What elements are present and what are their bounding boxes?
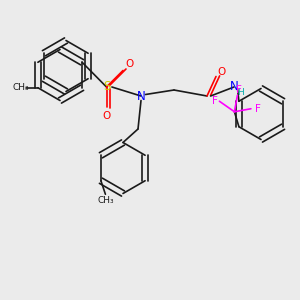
Text: H: H — [238, 88, 244, 97]
Text: N: N — [136, 89, 146, 103]
Text: N: N — [230, 80, 238, 94]
Text: CH₃: CH₃ — [97, 196, 114, 205]
Text: F: F — [255, 104, 260, 114]
Text: F: F — [236, 85, 242, 95]
Text: S: S — [103, 80, 110, 94]
Text: O: O — [102, 110, 111, 121]
Text: O: O — [125, 59, 134, 69]
Text: F: F — [212, 96, 218, 106]
Text: CH₃: CH₃ — [12, 83, 29, 92]
Text: O: O — [217, 67, 226, 77]
